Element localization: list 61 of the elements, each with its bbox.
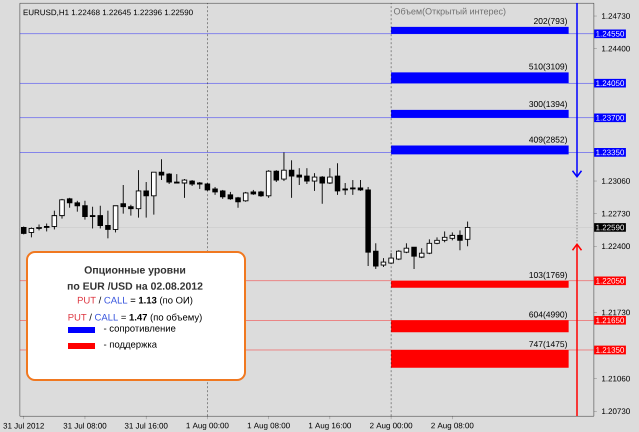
candlestick <box>404 242 410 254</box>
candlestick <box>327 168 333 184</box>
candlestick <box>426 238 432 255</box>
candlestick <box>98 205 104 229</box>
annotation: - сопротивление <box>104 326 176 334</box>
annotation: PUT <box>78 296 96 304</box>
annotation: = 1.13 (по ОИ) <box>130 296 192 306</box>
annotation: / <box>89 314 92 321</box>
candlestick <box>151 172 157 216</box>
candlestick <box>242 191 248 202</box>
candlestick <box>442 230 448 243</box>
annotation: CALL <box>104 296 128 304</box>
candlestick <box>296 168 302 186</box>
annotation: = 1.47 (по объему) <box>121 314 202 322</box>
candlestick <box>358 180 364 192</box>
candlestick <box>274 170 280 182</box>
band-label: 409(2852) <box>529 136 567 144</box>
candlestick <box>90 206 96 229</box>
candlestick <box>457 230 463 251</box>
annotation: Опционные уровни <box>84 266 186 276</box>
band-label: 604(4990) <box>529 311 567 320</box>
candlestick <box>182 178 188 198</box>
candlestick <box>52 210 58 230</box>
candlestick <box>334 162 340 196</box>
candlestick <box>235 196 241 208</box>
band-label: 300(1394) <box>529 100 567 109</box>
candlestick <box>342 182 348 196</box>
candlestick <box>464 221 470 247</box>
candlestick <box>411 246 417 270</box>
candlestick <box>158 158 164 180</box>
candlestick <box>143 182 149 218</box>
annotation: по EUR /USD на 02.08.2012 <box>68 282 203 290</box>
candlestick <box>120 184 126 214</box>
candlestick <box>281 152 287 182</box>
candlestick <box>66 197 72 208</box>
candlestick <box>166 172 172 184</box>
candlestick <box>304 168 310 184</box>
annotation: Объем(Открытый интерес) <box>394 8 506 16</box>
candlestick <box>74 200 80 212</box>
candlestick <box>128 204 134 216</box>
candlestick <box>105 210 111 239</box>
annotation: - поддержка <box>104 342 157 350</box>
candlestick <box>418 248 424 259</box>
band-label: 747(1475) <box>529 340 567 349</box>
candlestick <box>288 160 294 198</box>
candlestick <box>82 200 88 220</box>
annotation: CALL <box>95 314 118 321</box>
candlestick <box>136 170 142 218</box>
candlestick <box>112 205 118 233</box>
candlestick <box>319 176 325 204</box>
band-label: 202(793) <box>534 18 567 26</box>
candlestick <box>350 180 356 196</box>
candlestick <box>59 198 65 220</box>
candlestick <box>396 250 402 261</box>
candlestick <box>312 172 318 192</box>
annotation: PUT <box>68 314 86 321</box>
annotation: / <box>98 296 102 304</box>
candlestick <box>28 227 34 238</box>
band-label: 510(3109) <box>529 63 567 72</box>
candlestick <box>373 242 379 270</box>
band-label: 103(1769) <box>529 272 567 280</box>
